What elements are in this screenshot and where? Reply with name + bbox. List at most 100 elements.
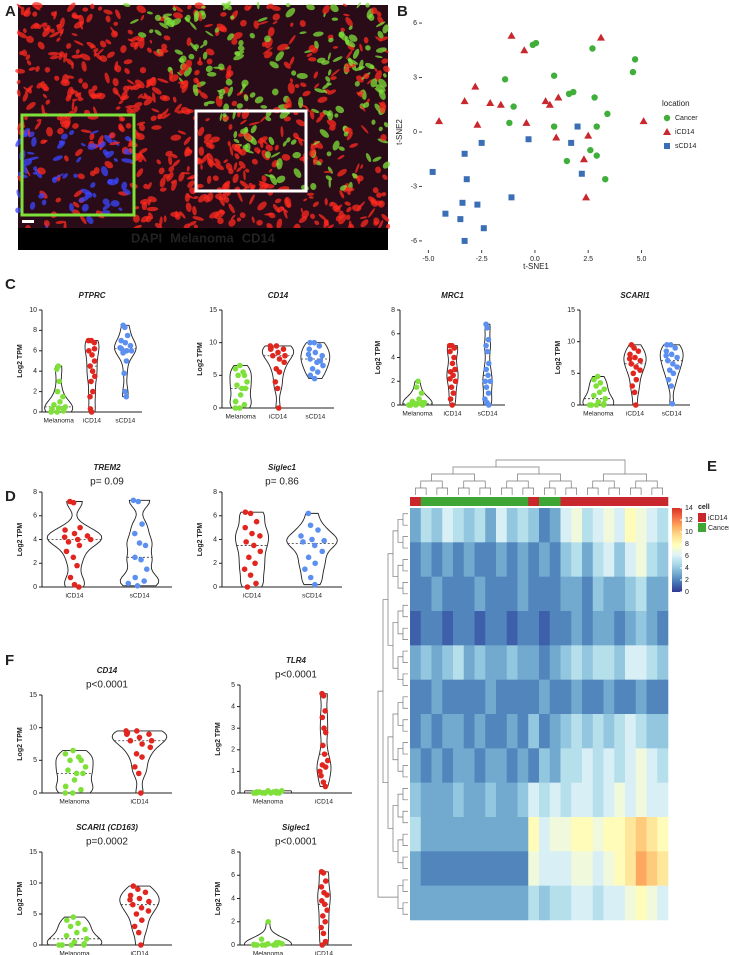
cell-signal bbox=[63, 52, 68, 63]
cell-signal bbox=[44, 66, 51, 73]
cell-signal bbox=[163, 108, 169, 117]
heatmap-cell bbox=[463, 508, 475, 543]
cell-signal bbox=[90, 182, 96, 188]
cell-signal bbox=[264, 151, 272, 159]
dendrogram bbox=[402, 650, 408, 663]
cell-signal bbox=[60, 79, 70, 87]
cell-signal bbox=[89, 130, 99, 135]
cell-signal bbox=[222, 113, 227, 118]
point bbox=[471, 82, 480, 90]
cell-signal bbox=[312, 31, 324, 37]
heatmap-cell bbox=[517, 714, 529, 749]
cell-signal bbox=[75, 49, 80, 54]
point bbox=[672, 345, 678, 351]
heatmap-cell bbox=[592, 542, 604, 577]
cell-signal bbox=[118, 207, 123, 211]
cell-signal bbox=[372, 187, 379, 194]
heatmap-cell bbox=[560, 645, 572, 680]
point bbox=[664, 357, 671, 364]
heatmap-cell bbox=[560, 714, 572, 749]
point bbox=[242, 524, 249, 531]
cell-signal bbox=[122, 3, 131, 8]
cell-signal bbox=[365, 45, 371, 51]
cell-signal bbox=[136, 121, 146, 126]
colorbar-label: 10 bbox=[685, 529, 693, 536]
heatmap-cell bbox=[453, 645, 465, 680]
y-tick-label: 4 bbox=[391, 354, 395, 361]
point bbox=[121, 370, 127, 377]
x-tick-label: -5.0 bbox=[422, 256, 434, 263]
heatmap-cell bbox=[442, 679, 454, 715]
cell-signal bbox=[46, 126, 53, 137]
heatmap-cell bbox=[517, 542, 529, 577]
cell-signal bbox=[120, 45, 127, 54]
heatmap-cell bbox=[442, 851, 454, 886]
point bbox=[235, 372, 241, 379]
point bbox=[244, 584, 251, 590]
cell-signal bbox=[189, 21, 197, 30]
column-annotation bbox=[410, 497, 422, 506]
cell-signal bbox=[149, 29, 154, 34]
heatmap-cell bbox=[506, 851, 518, 886]
dendrogram bbox=[402, 536, 408, 549]
legend-label: iCD14 bbox=[708, 515, 728, 522]
cell-signal bbox=[149, 39, 153, 44]
point bbox=[143, 566, 150, 572]
point bbox=[275, 405, 282, 411]
heatmap-cell bbox=[517, 576, 529, 612]
cell-signal bbox=[359, 216, 368, 219]
cell-signal bbox=[53, 173, 65, 180]
point bbox=[314, 369, 321, 375]
heatmap-cell bbox=[453, 576, 465, 612]
cell-signal bbox=[249, 32, 255, 39]
y-axis-title: Log2 TPM bbox=[215, 882, 222, 916]
cell-signal bbox=[249, 92, 256, 98]
dendrogram bbox=[402, 810, 408, 824]
cell-signal bbox=[231, 143, 241, 152]
heatmap-cell bbox=[420, 508, 432, 543]
cell-signal bbox=[93, 48, 99, 53]
heatmap-cell bbox=[571, 508, 583, 543]
x-tick-label: sCD14 bbox=[305, 414, 325, 421]
cell-signal bbox=[92, 192, 97, 198]
heatmap-cell bbox=[453, 817, 465, 852]
point bbox=[274, 385, 281, 392]
cell-signal bbox=[200, 5, 206, 9]
point bbox=[123, 358, 130, 364]
cell-signal bbox=[225, 78, 233, 86]
heatmap-cell bbox=[592, 645, 604, 680]
heatmap-cell bbox=[528, 576, 540, 612]
heatmap-cell bbox=[539, 782, 551, 818]
cell-signal bbox=[231, 100, 238, 107]
cell-signal bbox=[109, 141, 121, 146]
point bbox=[145, 908, 152, 914]
cell-signal bbox=[378, 89, 386, 100]
cell-signal bbox=[338, 146, 345, 151]
cell-signal bbox=[283, 209, 288, 219]
point bbox=[321, 751, 328, 757]
point bbox=[589, 45, 596, 52]
cell-signal bbox=[140, 14, 145, 21]
heatmap-cell bbox=[539, 817, 551, 852]
cell-signal bbox=[168, 155, 173, 166]
heatmap-cell bbox=[582, 576, 594, 612]
cell-signal bbox=[253, 20, 259, 29]
cell-signal bbox=[42, 93, 48, 99]
chart-title: TREM2 bbox=[93, 463, 121, 472]
y-tick-label: 1 bbox=[231, 768, 235, 775]
y-tick-label: 0 bbox=[231, 790, 235, 797]
heatmap-cell bbox=[506, 508, 518, 543]
point bbox=[447, 396, 454, 402]
column-annotation bbox=[453, 497, 465, 506]
violin bbox=[111, 730, 168, 794]
point bbox=[76, 584, 82, 590]
column-annotation bbox=[539, 497, 551, 506]
legend-label: iCD14 bbox=[675, 129, 695, 136]
heatmap-cell bbox=[474, 679, 486, 715]
point bbox=[246, 554, 252, 561]
point bbox=[319, 548, 326, 555]
cell-signal bbox=[228, 203, 235, 214]
cell-signal bbox=[248, 182, 254, 190]
cell-signal bbox=[300, 82, 307, 88]
cell-signal bbox=[310, 183, 317, 191]
